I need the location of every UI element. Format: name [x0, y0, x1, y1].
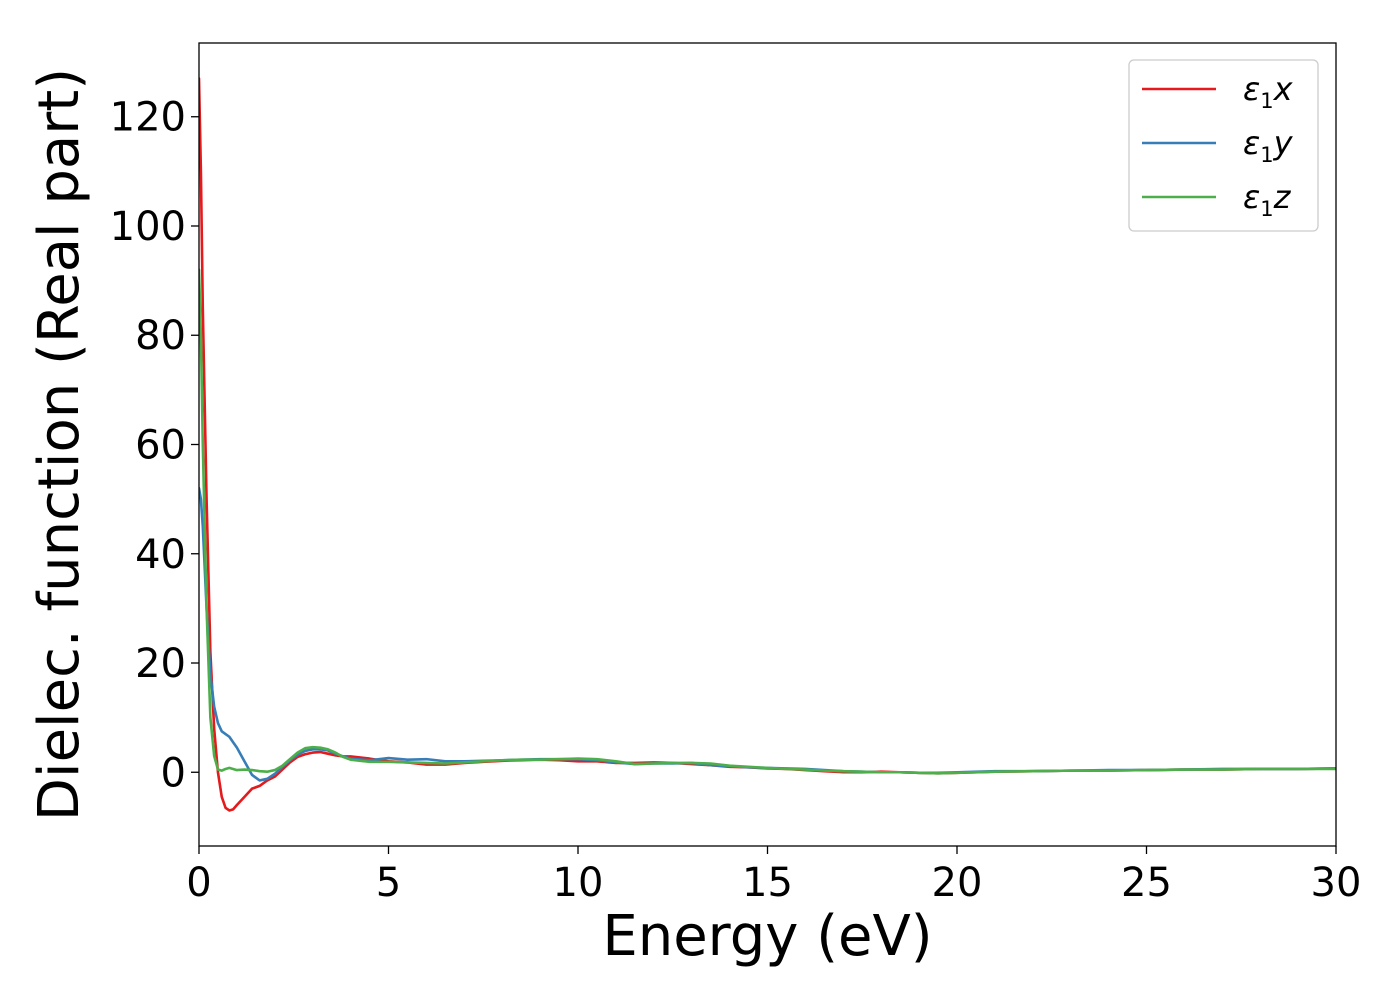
- legend-label-z: ε1z: [1243, 178, 1292, 221]
- series-layer: [199, 77, 1336, 812]
- legend-symbol: ε: [1243, 124, 1260, 162]
- x-tick-label: 0: [186, 860, 211, 906]
- y-tick-label: 40: [135, 532, 186, 578]
- legend-symbol: ε: [1243, 178, 1260, 216]
- series-line-z: [199, 268, 1336, 775]
- x-axis-ticks: 0 5 10 15 20 25 30: [186, 846, 1361, 906]
- y-tick-label: 120: [110, 95, 186, 141]
- legend-component: x: [1273, 70, 1294, 108]
- legend-subscript: 1: [1260, 197, 1273, 221]
- y-tick-label: 80: [135, 313, 186, 359]
- y-tick-label: 100: [110, 204, 186, 250]
- legend-label-x: ε1x: [1243, 70, 1294, 113]
- legend-subscript: 1: [1260, 89, 1273, 113]
- series-line-y: [199, 486, 1336, 782]
- x-axis-label: Energy (eV): [602, 904, 932, 969]
- legend-component: y: [1273, 124, 1294, 162]
- legend-subscript: 1: [1260, 143, 1273, 167]
- x-tick-label: 30: [1311, 860, 1362, 906]
- legend-box: [1128, 59, 1319, 232]
- x-tick-label: 15: [742, 860, 793, 906]
- legend-symbol: ε: [1243, 70, 1260, 108]
- y-axis-ticks: 0 20 40 60 80 100 120: [110, 95, 199, 796]
- y-tick-label: 0: [161, 750, 186, 796]
- x-tick-label: 20: [932, 860, 983, 906]
- x-tick-label: 5: [376, 860, 401, 906]
- legend-component: z: [1273, 178, 1292, 216]
- x-tick-label: 25: [1121, 860, 1172, 906]
- y-tick-label: 20: [135, 641, 186, 687]
- legend-label-y: ε1y: [1243, 124, 1294, 167]
- x-tick-label: 10: [553, 860, 604, 906]
- y-axis-label: Dielec. function (Real part): [27, 68, 92, 821]
- y-tick-label: 60: [135, 423, 186, 469]
